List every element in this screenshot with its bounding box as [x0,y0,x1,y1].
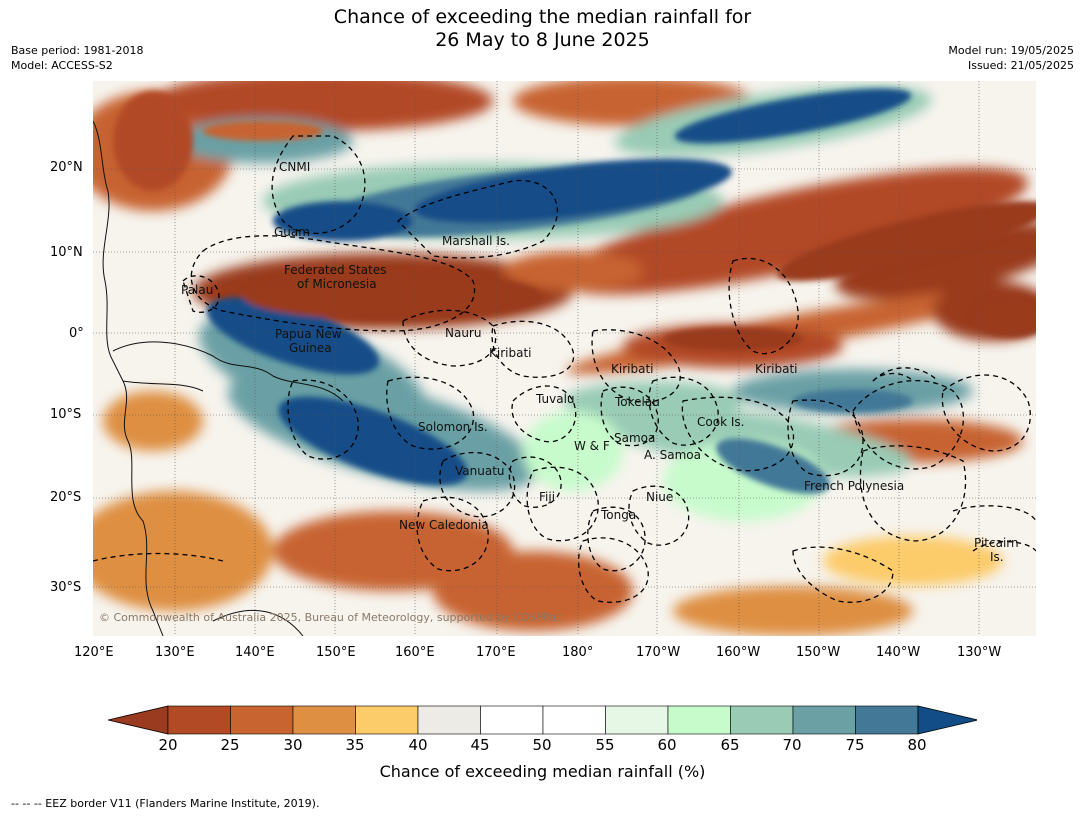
lon-tick-170w: 170°W [636,645,681,660]
coastlines [93,120,344,636]
meta-right: Model run: 19/05/2025 Issued: 21/05/2025 [948,43,1074,73]
place-labels: CNMI Guam Marshall Is. Federated States … [181,160,1019,564]
lon-tick-140e: 140°E [235,645,275,660]
lon-tick-180: 180° [562,645,594,660]
colorbar-tick-80: 80 [907,736,927,754]
label-cnmi: CNMI [279,160,310,174]
graticule [93,81,1036,636]
colorbar-label: Chance of exceeding median rainfall (%) [379,762,706,781]
lat-tick-0: 0° [69,326,84,341]
label-niue: Niue [646,490,673,504]
colorbar-segment [230,705,294,735]
label-png-2: Guinea [289,341,332,355]
label-tokelau: Tokelau [614,395,660,409]
model-name: Model: ACCESS-S2 [11,59,113,72]
model-run: Model run: 19/05/2025 [948,44,1074,57]
label-vanuatu: Vanuatu [455,464,505,478]
colorbar-segment [667,705,731,735]
colorbar-segment [417,705,481,735]
rainfall-map: CNMI Guam Marshall Is. Federated States … [93,81,1036,636]
colorbar-segment [480,705,544,735]
lat-tick-10n: 10°N [50,245,83,260]
colorbar-segment [292,705,356,735]
lat-tick-30s: 30°S [50,580,82,595]
label-kiribati-w: Kiribati [489,346,531,360]
lon-tick-160e: 160°E [395,645,435,660]
label-solomon: Solomon Is. [418,420,488,434]
label-palau: Palau [181,283,213,297]
colorbar-tick-40: 40 [408,736,428,754]
colorbar-segment [855,705,919,735]
lon-tick-150w: 150°W [796,645,841,660]
label-guam: Guam [274,225,310,239]
label-pitcairn-2: Is. [990,550,1004,564]
rainfall-field [93,81,1036,636]
meta-left: Base period: 1981-2018 Model: ACCESS-S2 [11,43,143,73]
lat-tick-10s: 10°S [50,407,82,422]
colorbar-segment [167,705,231,735]
label-tuvalu: Tuvalu [535,392,575,406]
colorbar-segment [792,705,856,735]
lon-tick-130e: 130°E [155,645,195,660]
title-line-2: 26 May to 8 June 2025 [435,29,650,51]
label-png-1: Papua New [275,327,342,341]
colorbar-segment [355,705,419,735]
lon-tick-150e: 150°E [316,645,356,660]
label-wf: W & F [574,439,610,453]
colorbar-tick-75: 75 [845,736,865,754]
title-line-1: Chance of exceeding the median rainfall … [333,6,752,28]
colorbar-tick-25: 25 [220,736,240,754]
colorbar-tick-70: 70 [782,736,802,754]
label-nauru: Nauru [445,326,481,340]
colorbar-segment [605,705,669,735]
eez-borders [93,135,1036,603]
lon-tick-130w: 130°W [957,645,1002,660]
colorbar-tick-45: 45 [470,736,490,754]
colorbar-tick-30: 30 [283,736,303,754]
label-tonga: Tonga [600,508,636,522]
colorbar-tick-65: 65 [720,736,740,754]
colorbar-tick-60: 60 [657,736,677,754]
lon-tick-120e: 120°E [74,645,114,660]
label-fsm-1: Federated States [284,263,386,277]
lon-tick-140w: 140°W [876,645,921,660]
colorbar-segment [542,705,606,735]
map-svg: CNMI Guam Marshall Is. Federated States … [93,81,1036,636]
colorbar-tick-35: 35 [345,736,365,754]
colorbar-segment [730,705,794,735]
lon-tick-170e: 170°E [476,645,516,660]
eez-footnote: -- -- -- EEZ border V11 (Flanders Marine… [11,797,320,810]
lat-tick-20s: 20°S [50,490,82,505]
label-samoa: Samoa [614,431,655,445]
colorbar-tick-50: 50 [532,736,552,754]
lat-tick-20n: 20°N [50,160,83,175]
label-kiribati-c: Kiribati [611,362,653,376]
label-fiji: Fiji [539,490,555,504]
base-period: Base period: 1981-2018 [11,44,144,57]
chart-title: Chance of exceeding the median rainfall … [0,6,1085,52]
label-new-caledonia: New Caledonia [399,518,489,532]
label-kiribati-e: Kiribati [755,362,797,376]
colorbar-tick-55: 55 [595,736,615,754]
colorbar [108,705,977,735]
colorbar-segments [108,705,977,735]
label-marshall: Marshall Is. [442,234,510,248]
colorbar-extend-low [108,705,169,735]
label-french-polynesia: French Polynesia [804,479,904,493]
lon-tick-160w: 160°W [716,645,761,660]
colorbar-extend-high [917,705,977,735]
label-fsm-2: of Micronesia [297,277,377,291]
label-cook: Cook Is. [697,415,744,429]
colorbar-tick-20: 20 [158,736,178,754]
label-asamoa: A. Samoa [644,448,701,462]
label-pitcairn-1: Pitcairn [974,536,1019,550]
issued-date: Issued: 21/05/2025 [967,59,1074,72]
copyright-note: © Commonwealth of Australia 2025, Bureau… [99,611,562,624]
